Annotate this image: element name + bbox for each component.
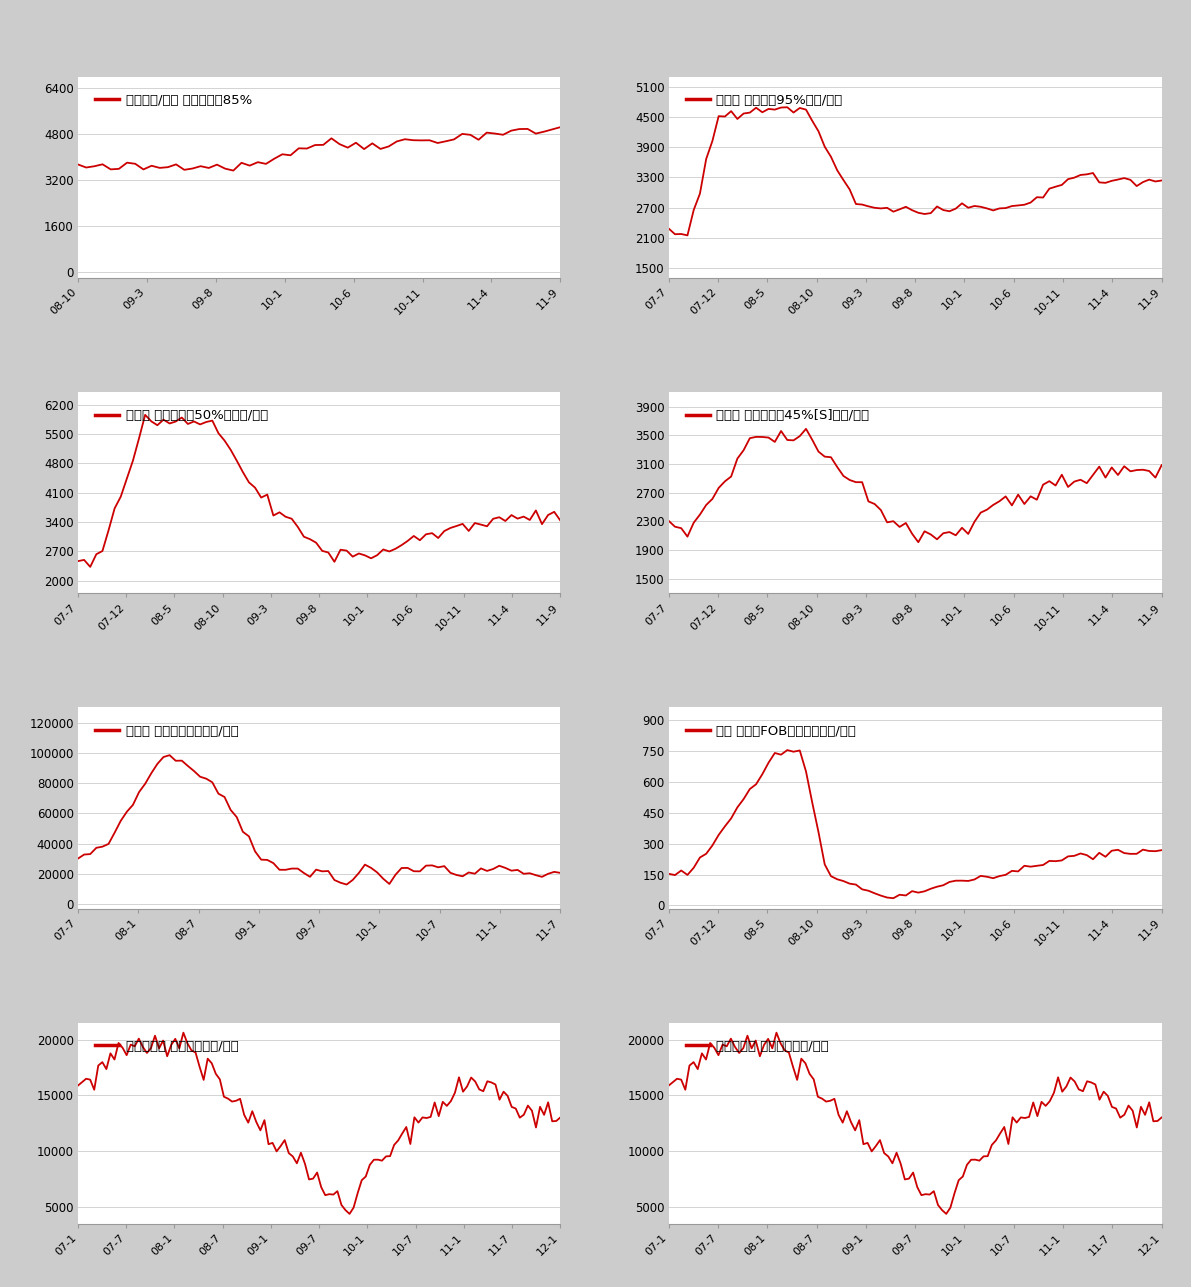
Legend: 草甘膚 浙江新安化工（元/吨）: 草甘膚 浙江新安化工（元/吨） (85, 714, 249, 748)
Legend: 环氧氯丙烷 华东地区（元/吨）: 环氧氯丙烷 华东地区（元/吨） (675, 1030, 840, 1063)
Legend: 磷酸（元/吨） 澄星集团工85%: 磷酸（元/吨） 澄星集团工85% (85, 84, 262, 117)
Legend: 环氧氯丙烷 华东地区（元/吨）: 环氧氯丙烷 华东地区（元/吨） (85, 1030, 249, 1063)
Legend: 复合肥 江苏瑞和牉45%[S]（元/吨）: 复合肥 江苏瑞和牉45%[S]（元/吨） (675, 399, 880, 432)
Legend: 氯化龳 青海盐溕95%（元/吨）: 氯化龳 青海盐溕95%（元/吨） (675, 84, 853, 117)
Legend: 硫磺 温哥协FOB合同价（美元/吨）: 硫磺 温哥协FOB合同价（美元/吨） (675, 714, 867, 748)
Legend: 硫酸龳 新疆罗布泼50%粉（元/吨）: 硫酸龳 新疆罗布泼50%粉（元/吨） (85, 399, 279, 432)
